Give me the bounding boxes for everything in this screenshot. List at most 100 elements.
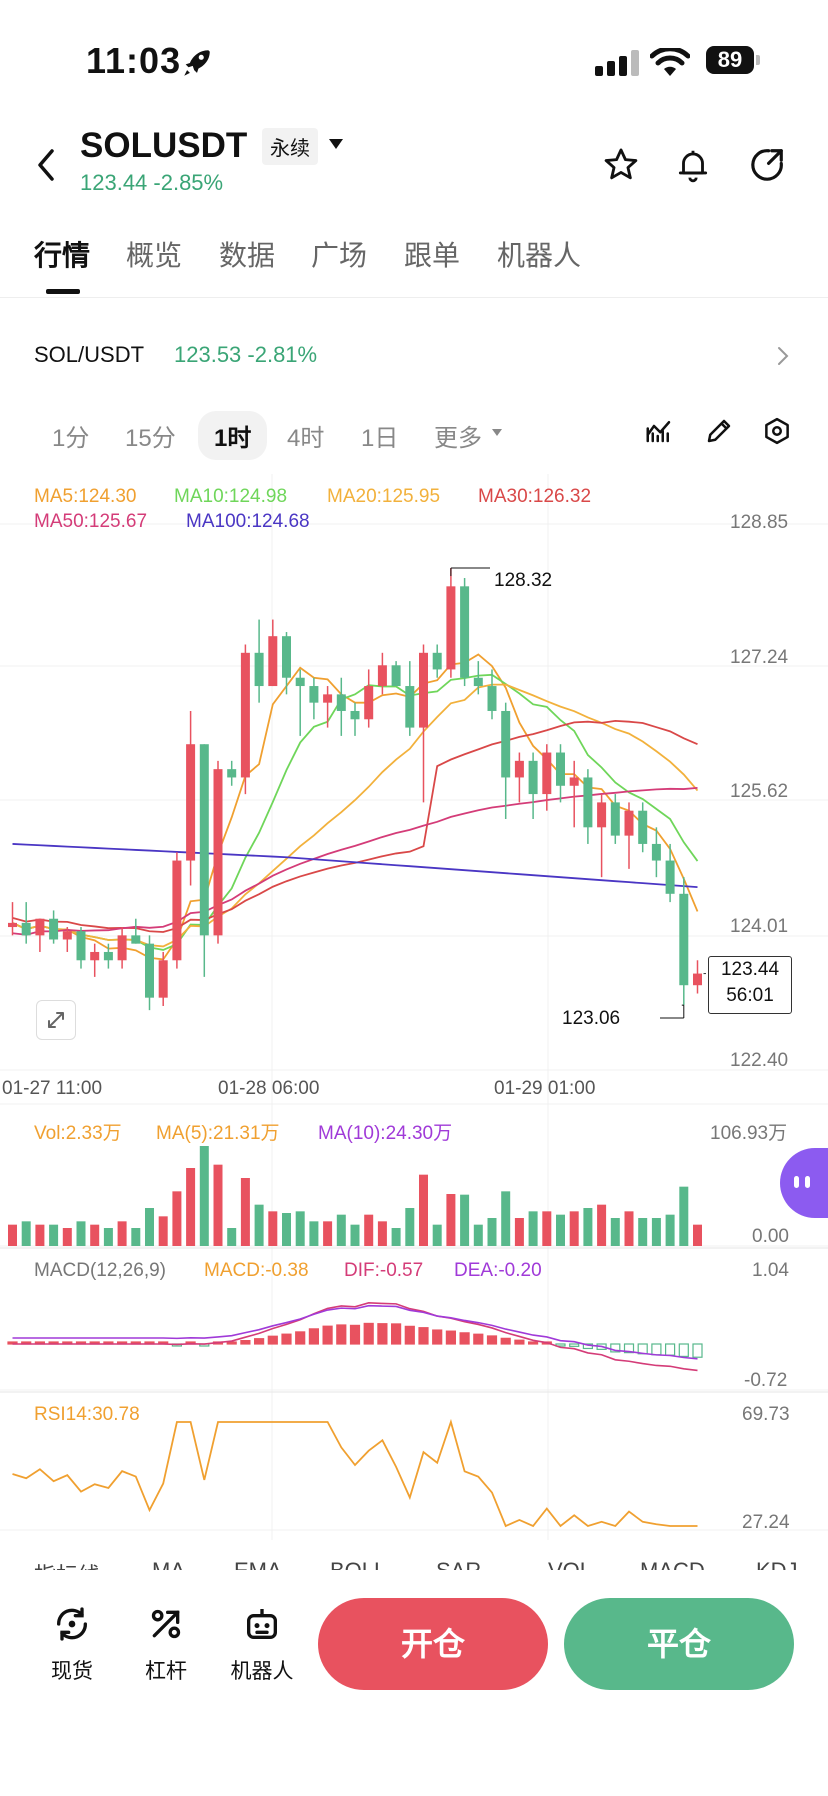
candle-body — [145, 943, 154, 998]
macd-bar — [336, 1324, 347, 1345]
tabs-divider — [0, 297, 828, 298]
fullscreen-button[interactable] — [36, 1000, 76, 1040]
volume-max-label: 106.93万 — [710, 1123, 788, 1144]
candle-body — [62, 931, 72, 940]
share-icon[interactable] — [748, 146, 786, 184]
tab-square[interactable]: 广场 — [311, 240, 368, 271]
ma20-legend: MA20:125.95 — [327, 486, 441, 507]
candle-body — [199, 744, 209, 936]
candle-body — [446, 586, 456, 670]
candle-body — [323, 694, 333, 703]
assistant-chat-button[interactable] — [780, 1148, 828, 1218]
timeframe-1h[interactable]: 1时 — [198, 411, 268, 460]
macd-bar — [514, 1339, 525, 1345]
chart-settings-icon[interactable] — [762, 416, 792, 446]
ma100-legend: MA100:124.68 — [186, 511, 310, 532]
timeframe-more[interactable]: 更多 — [434, 425, 482, 452]
macd-bar — [459, 1332, 470, 1345]
timeframe-1m[interactable]: 1分 — [52, 425, 90, 452]
open-position-button[interactable]: 开仓 — [318, 1598, 548, 1690]
ma5-line — [12, 653, 699, 961]
battery-tip — [756, 55, 760, 65]
tab-data[interactable]: 数据 — [219, 240, 276, 271]
moving-average-lines — [12, 653, 699, 1528]
header-price-change: 123.44 -2.85% — [80, 170, 224, 195]
signal-icon — [595, 50, 639, 76]
nav-bots[interactable]: 机器人 — [222, 1604, 302, 1685]
candlesticks — [8, 568, 702, 1011]
timeframe-15m[interactable]: 15分 — [125, 425, 176, 452]
macd-label: MACD(12,26,9) — [34, 1260, 166, 1281]
timeframe-4h[interactable]: 4时 — [287, 425, 325, 452]
dropdown-caret-icon[interactable] — [328, 138, 344, 150]
volume-bar — [282, 1213, 291, 1246]
contract-symbol[interactable]: SOLUSDT — [80, 126, 248, 165]
volume-bar — [158, 1216, 168, 1246]
volume-bar — [76, 1221, 86, 1246]
candle-body — [254, 652, 264, 687]
back-arrow-icon[interactable] — [32, 145, 62, 185]
volume-bar — [391, 1228, 401, 1246]
macd-bar — [308, 1328, 319, 1345]
indicator-tab-label[interactable]: 指标线 — [34, 1558, 100, 1574]
ma10-legend: MA10:124.98 — [174, 486, 288, 507]
candle-body — [158, 960, 168, 998]
chevron-right-icon[interactable] — [776, 346, 790, 366]
macd-max-label: 1.04 — [752, 1260, 789, 1281]
candle-body — [473, 677, 483, 687]
volume-min-label: 0.00 — [752, 1226, 789, 1247]
candle-body — [186, 744, 196, 861]
candle-body — [460, 586, 470, 678]
volume-bar — [624, 1211, 634, 1246]
bell-icon[interactable] — [674, 146, 712, 184]
candle-body — [528, 760, 538, 795]
candle-body — [432, 652, 442, 670]
candle-body — [624, 810, 634, 836]
volume-bar — [103, 1228, 113, 1246]
spot-pair-name[interactable]: SOL/USDT — [34, 342, 145, 367]
macd-min-label: -0.72 — [744, 1370, 788, 1391]
more-caret-icon[interactable] — [491, 428, 503, 437]
candle-body — [391, 665, 401, 687]
dea-line — [12, 1304, 698, 1360]
indicator-chart-icon[interactable] — [644, 416, 674, 446]
timeframe-1d[interactable]: 1日 — [361, 425, 399, 452]
macd-bar — [651, 1343, 662, 1356]
nav-spot-label: 现货 — [51, 1660, 93, 1683]
candle-body — [364, 686, 374, 720]
price-axis-label: 128.85 — [730, 512, 789, 533]
nav-margin[interactable]: 杠杆 — [126, 1604, 206, 1685]
spot-pair-price: 123.53 -2.81% — [174, 342, 318, 367]
candle-body — [117, 935, 127, 961]
tab-bots[interactable]: 机器人 — [497, 240, 582, 271]
close-position-button[interactable]: 平仓 — [564, 1598, 794, 1690]
volume-bar — [597, 1204, 607, 1246]
macd-bar — [527, 1341, 539, 1345]
macd-histogram — [7, 1302, 703, 1372]
chart-grid — [0, 474, 828, 1540]
candle-body — [377, 665, 387, 687]
ma30-line — [12, 719, 698, 933]
candle-body — [282, 636, 291, 678]
macd-bar — [432, 1329, 443, 1345]
time-axis-label: 01-28 06:00 — [218, 1078, 320, 1099]
kline-chart[interactable] — [0, 474, 828, 1554]
nav-spot[interactable]: 现货 — [32, 1604, 112, 1685]
candle-body — [172, 860, 182, 961]
candle-body — [487, 686, 497, 711]
draw-pen-icon[interactable] — [704, 416, 734, 446]
contract-type-badge[interactable]: 永续 — [262, 128, 318, 165]
volume-bar — [501, 1191, 511, 1246]
tab-copy-trade[interactable]: 跟单 — [404, 240, 461, 271]
star-icon[interactable] — [602, 146, 640, 184]
macd-bar — [418, 1327, 429, 1345]
volume-bar — [405, 1208, 415, 1246]
volume-bar — [514, 1218, 524, 1246]
volume-bar — [62, 1228, 72, 1246]
tab-market[interactable]: 行情 — [34, 240, 91, 271]
volume-bar — [364, 1214, 374, 1246]
macd-bar — [692, 1343, 703, 1358]
macd-bar — [569, 1343, 580, 1347]
tab-overview[interactable]: 概览 — [126, 240, 183, 271]
volume-bar — [145, 1208, 154, 1246]
